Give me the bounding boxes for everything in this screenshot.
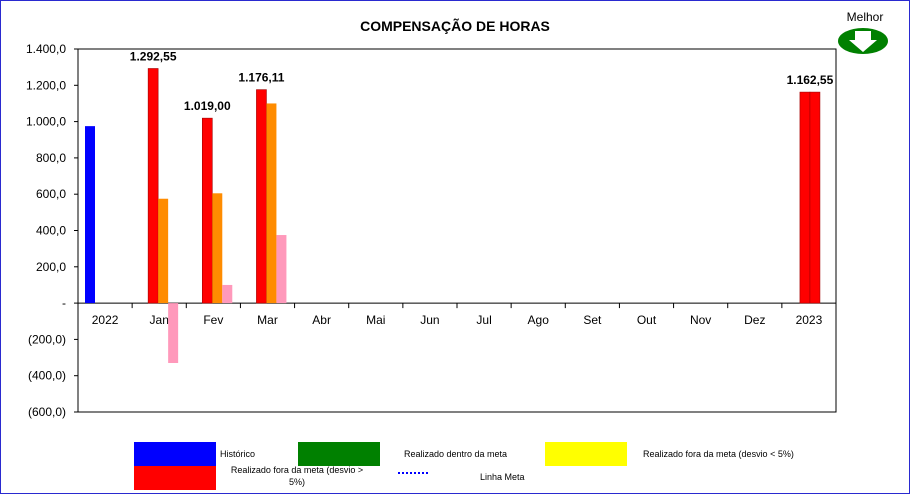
x-tick-label: Dez (744, 313, 765, 327)
y-tick-label: 400,0 (36, 224, 66, 238)
x-tick-label: Mar (257, 313, 278, 327)
y-tick-label: (600,0) (28, 405, 66, 419)
x-tick-label: Jun (420, 313, 439, 327)
bar (168, 303, 179, 363)
legend-swatch-meta (398, 472, 430, 474)
legend-fora-maior: Realizado fora da meta (desvio > 5%) (230, 465, 364, 487)
y-tick-label: 1.200,0 (26, 78, 66, 92)
x-tick-label: Jul (476, 313, 491, 327)
x-tick-label: 2023 (796, 313, 823, 327)
y-tick-label: 600,0 (36, 187, 66, 201)
x-tick-label: Fev (203, 313, 223, 327)
x-tick-label: Jan (150, 313, 169, 327)
x-tick-label: Nov (690, 313, 711, 327)
legend-meta: Linha Meta (480, 472, 525, 482)
data-label: 1.019,00 (184, 99, 231, 113)
data-labels: 1.292,55 1.019,00 1.176,11 1.162,55 (130, 50, 834, 114)
y-tick-label: 1.400,0 (26, 42, 66, 56)
bar-chart: 1.400,0 1.200,0 1.000,0 800,0 600,0 400,0 200,… (26, 42, 837, 419)
data-label: 1.162,55 (787, 73, 834, 87)
melhor-label: Melhor (846, 10, 884, 24)
y-tick-label: (200,0) (28, 332, 66, 346)
y-tick-label: 1.000,0 (26, 115, 66, 129)
bar (201, 117, 213, 304)
data-label: 1.176,11 (238, 71, 284, 85)
y-tick-label: - (62, 296, 66, 310)
bar (809, 91, 821, 304)
bar (85, 126, 95, 304)
bar (266, 103, 277, 304)
legend-swatch-dentro (298, 442, 380, 466)
bar (222, 284, 233, 304)
down-arrow-icon (838, 28, 888, 54)
y-tick-label: (400,0) (28, 369, 66, 383)
legend-swatch-historico (134, 442, 216, 466)
bar (276, 235, 287, 304)
legend-historico: Histórico (220, 449, 256, 459)
x-tick-label: Ago (528, 313, 550, 327)
y-tick-label: 800,0 (36, 151, 66, 165)
x-tick-label: Out (637, 313, 657, 327)
chart-title: COMPENSAÇÃO DE HORAS (360, 18, 550, 34)
x-tick-label: Mai (366, 313, 385, 327)
legend-dentro: Realizado dentro da meta (404, 449, 508, 459)
legend-fora-menor: Realizado fora da meta (desvio < 5%) (643, 449, 794, 459)
bar (256, 89, 267, 304)
bars (85, 68, 821, 363)
bar (147, 68, 159, 304)
bar (799, 91, 811, 304)
y-tick-label: 200,0 (36, 260, 66, 274)
x-tick-label: Abr (312, 313, 331, 327)
data-label: 1.292,55 (130, 50, 177, 64)
bar (212, 193, 223, 304)
bar (158, 198, 169, 304)
x-tick-label: Set (583, 313, 602, 327)
x-tick-label: 2022 (92, 313, 119, 327)
legend-swatch-fora-menor (545, 442, 627, 466)
legend-swatch-fora-maior (134, 466, 216, 490)
y-axis: 1.400,0 1.200,0 1.000,0 800,0 600,0 400,0 200,… (26, 42, 78, 419)
